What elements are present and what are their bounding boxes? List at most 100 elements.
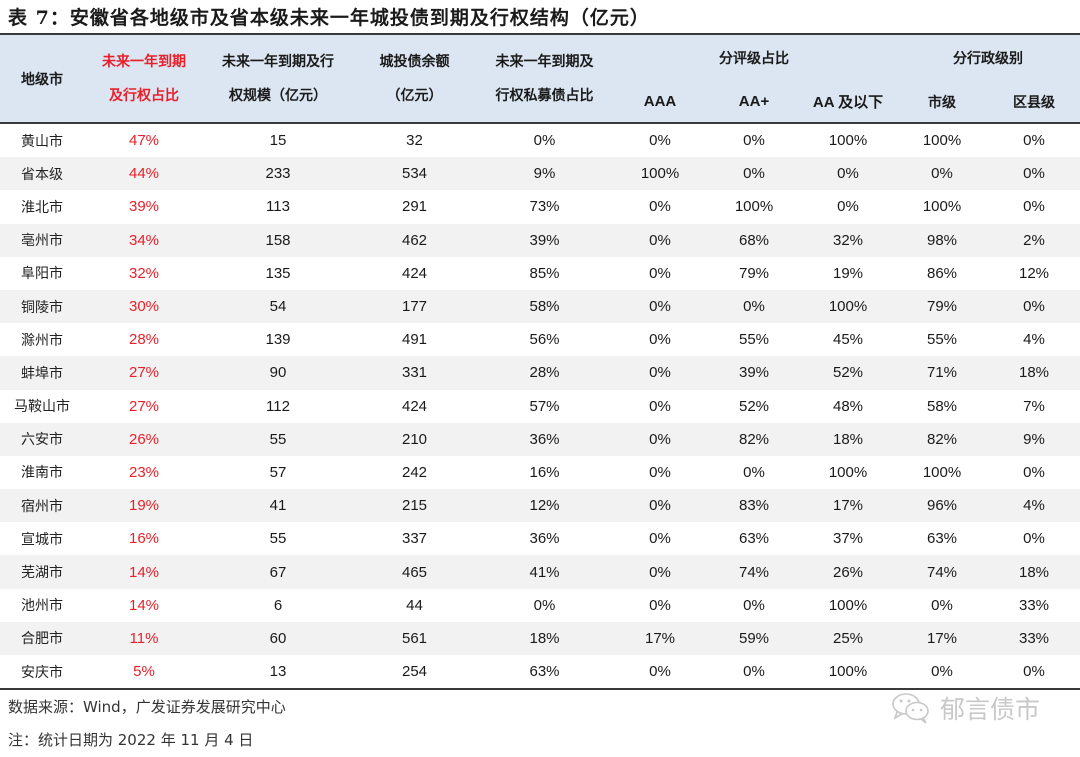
col-group-rating: 分评级占比 xyxy=(612,33,897,81)
row-city: 芜湖市 xyxy=(0,555,84,589)
row-ratio: 47% xyxy=(84,123,204,158)
row-aa-below: 32% xyxy=(800,223,897,257)
row-city: 合肥市 xyxy=(0,621,84,655)
row-aaa: 0% xyxy=(612,655,708,691)
row-scale: 6 xyxy=(204,588,352,622)
row-scale: 41 xyxy=(204,489,352,523)
col-header-ratio-line2: 及行权占比 xyxy=(109,87,179,104)
row-scale: 113 xyxy=(204,190,352,224)
table-body: 黄山市 47% 15 32 0% 0% 0% 100% 100% 0% 省本级 44% 233 534 9%… xyxy=(0,123,1080,691)
row-county-level: 0% xyxy=(988,289,1080,324)
row-scale: 57 xyxy=(204,455,352,490)
row-city: 六安市 xyxy=(0,422,84,456)
row-ratio: 32% xyxy=(84,256,204,290)
row-county-level: 0% xyxy=(988,123,1080,158)
row-aaplus: 0% xyxy=(708,123,800,158)
row-aa-below: 0% xyxy=(800,190,897,224)
row-aa-below: 17% xyxy=(800,489,897,523)
watermark: 郁言债市 xyxy=(890,690,1040,726)
row-private: 57% xyxy=(477,389,612,423)
row-aaa: 0% xyxy=(612,289,708,324)
row-city-level: 0% xyxy=(896,157,989,191)
data-table-container: 地级市 未来一年到期 及行权占比 未来一年到期及行 权规模（亿元） 城投债余额 … xyxy=(0,33,1080,691)
row-county-level: 18% xyxy=(988,356,1080,390)
row-county-level: 0% xyxy=(988,655,1080,691)
row-city: 黄山市 xyxy=(0,123,84,158)
row-aaa: 0% xyxy=(612,356,708,390)
row-aaplus: 0% xyxy=(708,455,800,490)
row-scale: 112 xyxy=(204,389,352,423)
row-scale: 233 xyxy=(204,157,352,191)
row-aaplus: 59% xyxy=(708,621,800,655)
col-header-balance-line1: 城投债余额 xyxy=(379,53,450,70)
row-balance: 215 xyxy=(352,489,477,523)
row-city-level: 58% xyxy=(896,389,989,423)
row-city: 铜陵市 xyxy=(0,289,84,324)
row-aaa: 17% xyxy=(612,621,708,655)
row-private: 63% xyxy=(477,655,612,691)
row-city: 蚌埠市 xyxy=(0,356,84,390)
date-note: 注：统计日期为 2022 年 11 月 4 日 xyxy=(8,731,254,749)
row-private: 0% xyxy=(477,588,612,622)
row-aaplus: 82% xyxy=(708,422,800,456)
row-balance: 331 xyxy=(352,356,477,390)
row-city-level: 63% xyxy=(896,522,989,556)
row-aaplus: 39% xyxy=(708,356,800,390)
col-header-private: 未来一年到期及 行权私募债占比 xyxy=(477,33,612,124)
row-scale: 67 xyxy=(204,555,352,589)
row-city: 省本级 xyxy=(0,157,84,191)
table-row: 蚌埠市 27% 90 331 28% 0% 39% 52% 71% 18% xyxy=(0,356,1080,390)
row-private: 9% xyxy=(477,157,612,191)
row-scale: 90 xyxy=(204,356,352,390)
row-city-level: 79% xyxy=(896,289,989,324)
col-header-private-line1: 未来一年到期及 xyxy=(495,53,594,70)
row-scale: 139 xyxy=(204,323,352,357)
row-balance: 32 xyxy=(352,123,477,158)
row-ratio: 14% xyxy=(84,588,204,622)
row-ratio: 5% xyxy=(84,655,204,691)
row-scale: 54 xyxy=(204,289,352,324)
row-city: 亳州市 xyxy=(0,223,84,257)
row-aaa: 0% xyxy=(612,223,708,257)
row-ratio: 34% xyxy=(84,223,204,257)
row-county-level: 4% xyxy=(988,323,1080,357)
row-ratio: 44% xyxy=(84,157,204,191)
table-row: 马鞍山市 27% 112 424 57% 0% 52% 48% 58% 7% xyxy=(0,389,1080,423)
row-city: 阜阳市 xyxy=(0,256,84,290)
row-ratio: 23% xyxy=(84,455,204,490)
row-county-level: 0% xyxy=(988,190,1080,224)
row-aaa: 0% xyxy=(612,190,708,224)
row-aa-below: 100% xyxy=(800,455,897,490)
row-private: 0% xyxy=(477,123,612,158)
row-private: 16% xyxy=(477,455,612,490)
table-row: 省本级 44% 233 534 9% 100% 0% 0% 0% 0% xyxy=(0,157,1080,191)
row-aaplus: 0% xyxy=(708,289,800,324)
watermark-text: 郁言债市 xyxy=(940,695,1041,724)
row-balance: 337 xyxy=(352,522,477,556)
row-private: 12% xyxy=(477,489,612,523)
col-header-aaa: AAA xyxy=(612,81,708,124)
row-aaplus: 100% xyxy=(708,190,800,224)
row-scale: 15 xyxy=(204,123,352,158)
row-balance: 254 xyxy=(352,655,477,691)
row-city-level: 71% xyxy=(896,356,989,390)
row-balance: 491 xyxy=(352,323,477,357)
row-private: 36% xyxy=(477,522,612,556)
table-row: 滁州市 28% 139 491 56% 0% 55% 45% 55% 4% xyxy=(0,323,1080,357)
row-aaa: 0% xyxy=(612,489,708,523)
row-private: 18% xyxy=(477,621,612,655)
row-city-level: 100% xyxy=(896,455,989,490)
row-aaplus: 0% xyxy=(708,157,800,191)
row-county-level: 0% xyxy=(988,522,1080,556)
col-group-admin: 分行政级别 xyxy=(896,33,1080,81)
col-header-city-level: 市级 xyxy=(896,81,989,124)
row-city: 安庆市 xyxy=(0,655,84,691)
row-city: 马鞍山市 xyxy=(0,389,84,423)
row-city-level: 0% xyxy=(896,655,989,691)
col-header-city: 地级市 xyxy=(0,33,84,124)
table-row: 芜湖市 14% 67 465 41% 0% 74% 26% 74% 18% xyxy=(0,555,1080,589)
table-row: 铜陵市 30% 54 177 58% 0% 0% 100% 79% 0% xyxy=(0,289,1080,324)
row-balance: 462 xyxy=(352,223,477,257)
row-balance: 561 xyxy=(352,621,477,655)
row-ratio: 30% xyxy=(84,289,204,324)
